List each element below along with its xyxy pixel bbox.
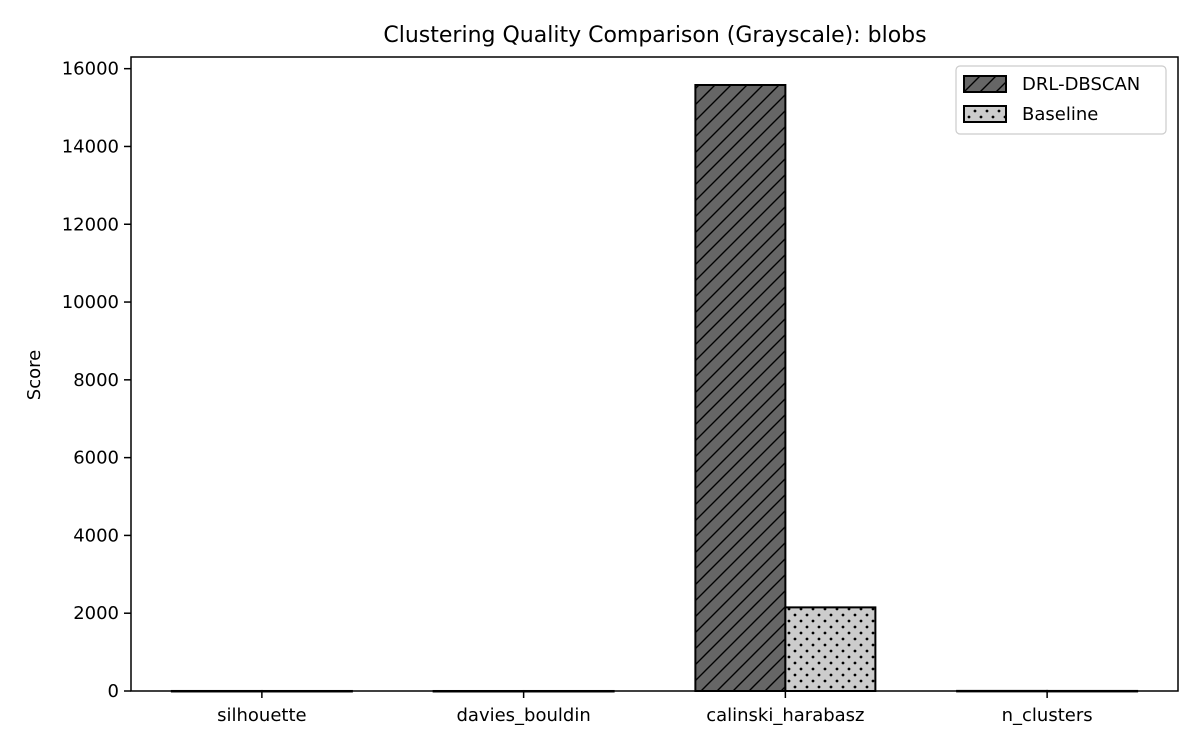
bar-baseline-calinski-harabasz <box>784 606 877 692</box>
y-tick-label: 4000 <box>73 525 119 546</box>
chart-title: Clustering Quality Comparison (Grayscale… <box>383 23 926 48</box>
y-tick-label: 12000 <box>62 214 119 235</box>
y-tick-label: 16000 <box>62 59 119 80</box>
x-tick-label-silhouette: silhouette <box>217 705 306 726</box>
legend: DRL-DBSCAN Baseline <box>955 65 1167 135</box>
y-tick-label: 14000 <box>62 136 119 157</box>
legend-frame <box>955 65 1167 135</box>
y-tick-label: 6000 <box>73 448 119 469</box>
x-tick-label-calinski-harabasz: calinski_harabasz <box>706 705 864 726</box>
legend-label-drl-dbscan: DRL-DBSCAN <box>1022 74 1140 95</box>
legend-swatch-baseline <box>963 105 1007 123</box>
y-tick-label: 0 <box>108 681 119 702</box>
x-ticks-group: silhouette davies_bouldin calinski_harabas… <box>217 691 1093 726</box>
y-ticks-group: 0 2000 4000 6000 8000 10000 12000 14000 16000 <box>62 59 131 702</box>
y-tick-label: 8000 <box>73 370 119 391</box>
x-tick-label-n-clusters: n_clusters <box>1002 705 1093 726</box>
bars-group <box>170 84 1139 693</box>
y-tick-label: 10000 <box>62 292 119 313</box>
legend-swatch-drl-dbscan <box>963 75 1007 93</box>
plot-frame <box>130 56 1179 692</box>
x-tick-label-davies-bouldin: davies_bouldin <box>457 705 591 726</box>
legend-label-baseline: Baseline <box>1022 104 1098 125</box>
y-axis-label: Score <box>24 350 45 400</box>
bar-drl-dbscan-calinski-harabasz <box>694 84 787 693</box>
y-tick-label: 2000 <box>73 603 119 624</box>
